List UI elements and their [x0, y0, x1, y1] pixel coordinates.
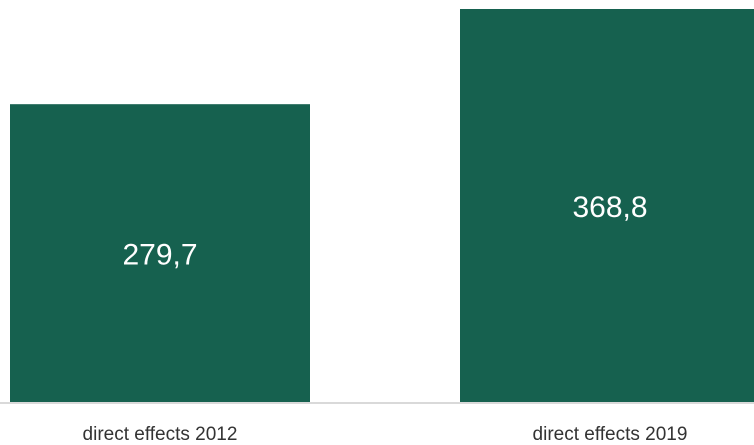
x-tick-label-2: direct effects 2019: [533, 424, 688, 445]
bar-value-label-2: 368,8: [572, 191, 647, 224]
x-tick-labels-group: direct effects 2012 direct effects 2019: [83, 424, 688, 445]
value-labels-group: 279,7 368,8: [122, 191, 647, 272]
bar-2: [460, 9, 754, 403]
bar-value-label-1: 279,7: [122, 239, 197, 272]
x-tick-label-1: direct effects 2012: [83, 424, 238, 445]
bar-1: [10, 104, 310, 404]
bars-group: [10, 9, 754, 404]
